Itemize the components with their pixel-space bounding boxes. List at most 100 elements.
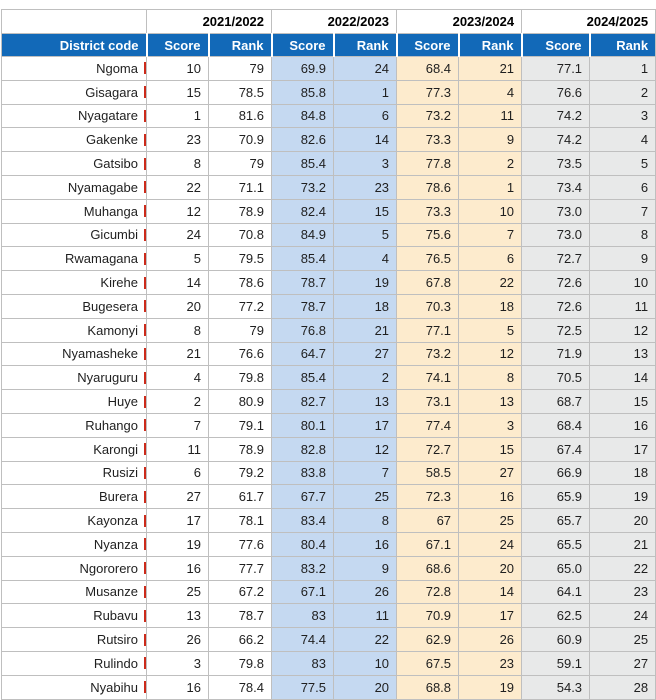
score-cell[interactable]: 85.4 xyxy=(271,246,335,272)
rank-cell[interactable]: 14 xyxy=(589,365,656,391)
rank-cell[interactable]: 2 xyxy=(589,79,656,105)
score-header[interactable]: Score xyxy=(520,33,590,57)
rank-cell[interactable]: 6 xyxy=(333,103,398,129)
district-name-cell[interactable]: Gatsibo xyxy=(1,151,147,176)
rank-cell[interactable]: 78.4 xyxy=(207,674,273,700)
score-cell[interactable]: 69.9 xyxy=(271,56,335,81)
score-cell[interactable]: 78.7 xyxy=(271,270,335,295)
rank-cell[interactable]: 26 xyxy=(333,579,398,605)
score-cell[interactable]: 13 xyxy=(146,603,209,629)
score-cell[interactable]: 76.8 xyxy=(271,317,335,343)
rank-cell[interactable]: 77.6 xyxy=(207,531,273,557)
district-name-cell[interactable]: Nyamagabe xyxy=(1,174,147,200)
score-cell[interactable]: 67 xyxy=(396,508,460,533)
score-cell[interactable]: 23 xyxy=(146,127,209,153)
rank-cell[interactable]: 7 xyxy=(458,222,523,248)
score-cell[interactable]: 73.5 xyxy=(521,151,591,176)
score-cell[interactable]: 72.6 xyxy=(521,293,591,319)
district-name-cell[interactable]: Nyabihu xyxy=(1,674,147,700)
rank-cell[interactable]: 7 xyxy=(333,460,398,486)
rank-cell[interactable]: 3 xyxy=(589,103,656,129)
rank-header[interactable]: Rank xyxy=(207,33,272,57)
score-cell[interactable]: 27 xyxy=(146,484,209,510)
score-cell[interactable]: 77.1 xyxy=(396,317,460,343)
rank-cell[interactable]: 8 xyxy=(458,365,523,391)
score-cell[interactable]: 83 xyxy=(271,650,335,676)
score-cell[interactable]: 77.8 xyxy=(396,151,460,176)
score-cell[interactable]: 74.4 xyxy=(271,627,335,652)
score-cell[interactable]: 73.3 xyxy=(396,127,460,153)
rank-cell[interactable]: 2 xyxy=(333,365,398,391)
score-cell[interactable]: 83.8 xyxy=(271,460,335,486)
score-cell[interactable]: 65.0 xyxy=(521,555,591,581)
score-cell[interactable]: 4 xyxy=(146,365,209,391)
score-cell[interactable]: 77.5 xyxy=(271,674,335,700)
score-cell[interactable]: 64.1 xyxy=(521,579,591,605)
district-name-cell[interactable]: Nyamasheke xyxy=(1,341,147,367)
rank-cell[interactable]: 12 xyxy=(589,317,656,343)
district-name-cell[interactable]: Nyagatare xyxy=(1,103,147,129)
score-cell[interactable]: 8 xyxy=(146,317,209,343)
rank-cell[interactable]: 78.9 xyxy=(207,436,273,462)
rank-cell[interactable]: 10 xyxy=(589,270,656,295)
score-cell[interactable]: 73.0 xyxy=(521,222,591,248)
score-cell[interactable]: 76.6 xyxy=(521,79,591,105)
score-cell[interactable]: 12 xyxy=(146,198,209,224)
year-group-header[interactable]: 2021/2022 xyxy=(145,9,273,34)
rank-cell[interactable]: 15 xyxy=(589,389,656,414)
district-name-cell[interactable]: Rusizi xyxy=(1,460,147,486)
rank-cell[interactable]: 21 xyxy=(333,317,398,343)
rank-cell[interactable]: 6 xyxy=(589,174,656,200)
rank-cell[interactable]: 22 xyxy=(333,627,398,652)
score-cell[interactable]: 54.3 xyxy=(521,674,591,700)
rank-cell[interactable]: 16 xyxy=(458,484,523,510)
score-cell[interactable]: 68.8 xyxy=(396,674,460,700)
rank-cell[interactable]: 25 xyxy=(589,627,656,652)
rank-cell[interactable]: 15 xyxy=(333,198,398,224)
score-cell[interactable]: 85.8 xyxy=(271,79,335,105)
rank-cell[interactable]: 18 xyxy=(333,293,398,319)
rank-cell[interactable]: 20 xyxy=(333,674,398,700)
rank-cell[interactable]: 76.6 xyxy=(207,341,273,367)
score-cell[interactable]: 80.4 xyxy=(271,531,335,557)
score-cell[interactable]: 73.1 xyxy=(396,389,460,414)
score-cell[interactable]: 59.1 xyxy=(521,650,591,676)
district-name-cell[interactable]: Ngororero xyxy=(1,555,147,581)
rank-cell[interactable]: 6 xyxy=(458,246,523,272)
score-cell[interactable]: 15 xyxy=(146,79,209,105)
rank-cell[interactable]: 22 xyxy=(589,555,656,581)
score-cell[interactable]: 17 xyxy=(146,508,209,533)
rank-cell[interactable]: 66.2 xyxy=(207,627,273,652)
score-cell[interactable]: 11 xyxy=(146,436,209,462)
score-cell[interactable]: 73.0 xyxy=(521,198,591,224)
score-header[interactable]: Score xyxy=(395,33,459,57)
score-cell[interactable]: 65.7 xyxy=(521,508,591,533)
district-code-header[interactable]: District code xyxy=(1,33,147,57)
score-cell[interactable]: 72.3 xyxy=(396,484,460,510)
rank-cell[interactable]: 23 xyxy=(589,579,656,605)
rank-cell[interactable]: 27 xyxy=(589,650,656,676)
rank-cell[interactable]: 79.8 xyxy=(207,650,273,676)
score-cell[interactable]: 77.1 xyxy=(521,56,591,81)
rank-cell[interactable]: 67.2 xyxy=(207,579,273,605)
district-name-cell[interactable]: Ngoma xyxy=(1,56,147,81)
score-cell[interactable]: 83.2 xyxy=(271,555,335,581)
rank-cell[interactable]: 23 xyxy=(333,174,398,200)
rank-cell[interactable]: 9 xyxy=(458,127,523,153)
rank-cell[interactable]: 4 xyxy=(458,79,523,105)
rank-cell[interactable]: 10 xyxy=(458,198,523,224)
score-cell[interactable]: 10 xyxy=(146,56,209,81)
district-name-cell[interactable]: Ruhango xyxy=(1,412,147,438)
rank-cell[interactable]: 25 xyxy=(333,484,398,510)
rank-cell[interactable]: 7 xyxy=(589,198,656,224)
score-cell[interactable]: 26 xyxy=(146,627,209,652)
rank-cell[interactable]: 27 xyxy=(458,460,523,486)
rank-cell[interactable]: 23 xyxy=(458,650,523,676)
score-cell[interactable]: 60.9 xyxy=(521,627,591,652)
district-name-cell[interactable]: Rubavu xyxy=(1,603,147,629)
rank-cell[interactable]: 79.8 xyxy=(207,365,273,391)
rank-cell[interactable]: 77.7 xyxy=(207,555,273,581)
district-name-cell[interactable]: Kamonyi xyxy=(1,317,147,343)
rank-header[interactable]: Rank xyxy=(457,33,522,57)
rank-cell[interactable]: 24 xyxy=(333,56,398,81)
